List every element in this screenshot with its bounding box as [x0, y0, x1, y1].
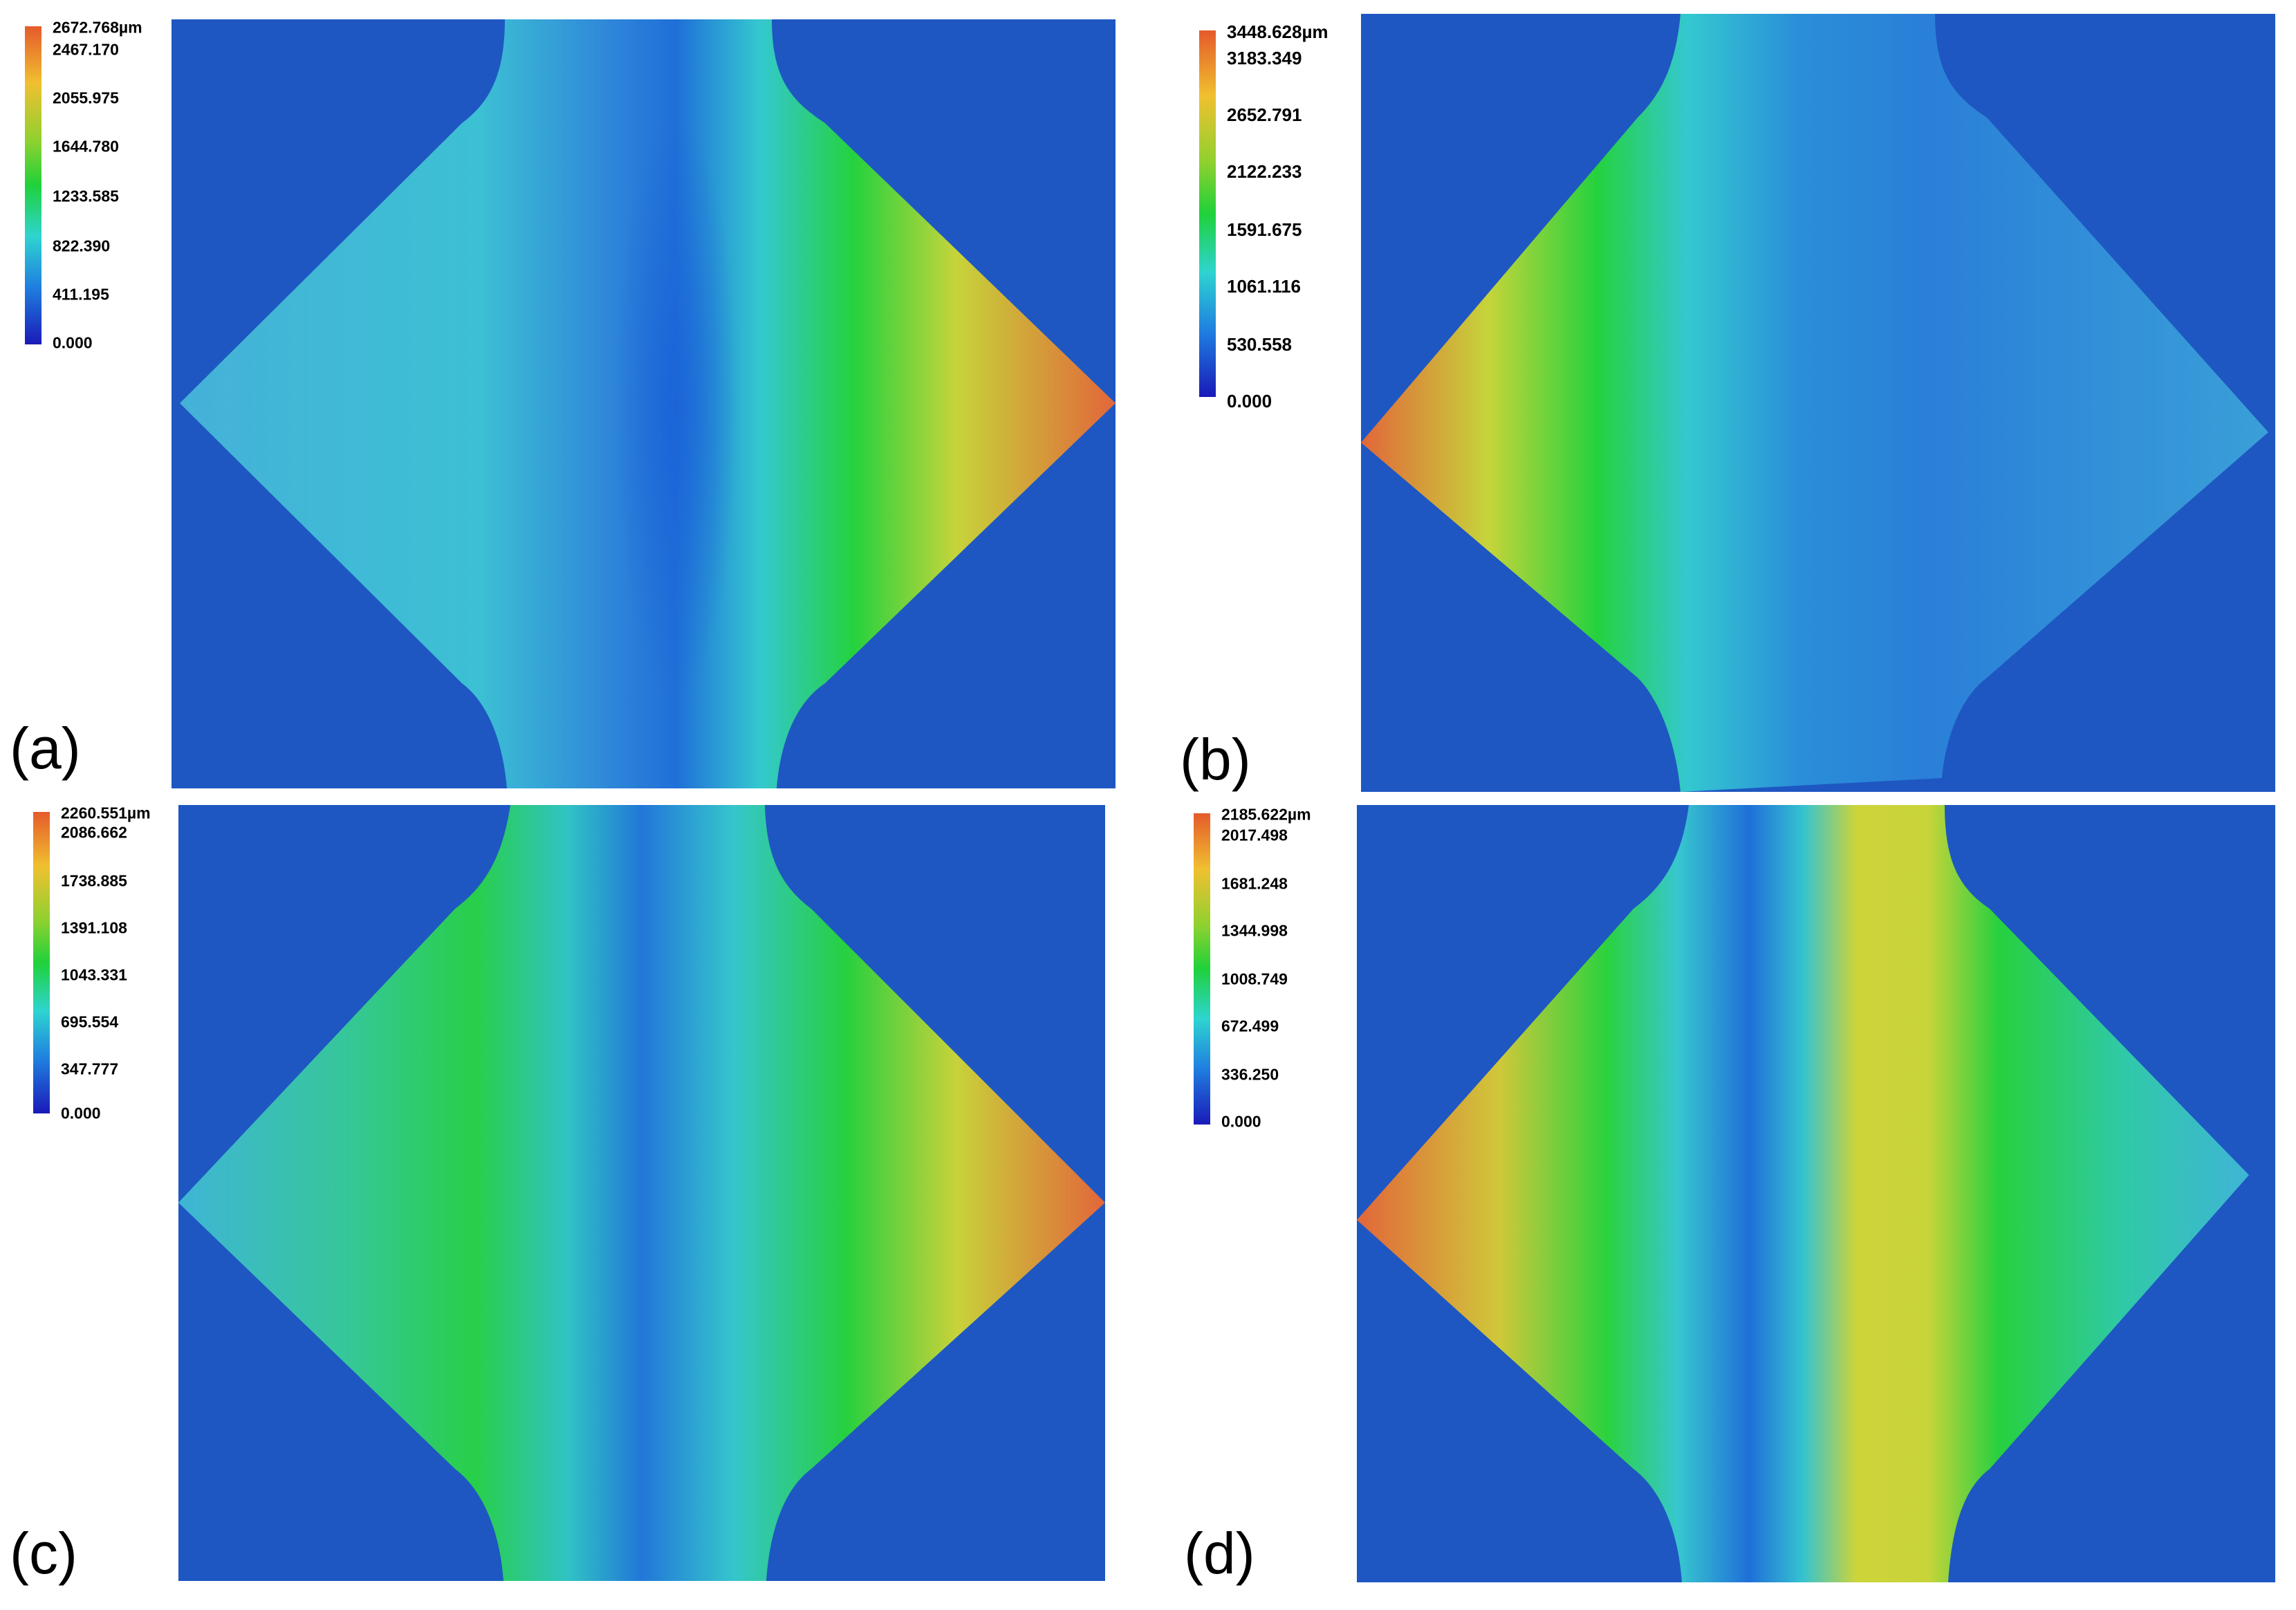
scale-tick: 336.250 — [1221, 1065, 1279, 1084]
scale-tick: 2467.170 — [53, 40, 119, 59]
height-map-d — [1357, 805, 2275, 1582]
scale-tick: 2086.662 — [61, 823, 127, 842]
scale-tick: 2672.768µm — [53, 18, 142, 37]
color-scale-a: 2672.768µm 2467.170 2055.975 1644.780 12… — [25, 19, 177, 351]
specimen-surface — [1361, 14, 2268, 792]
scale-tick: 1344.998 — [1221, 921, 1288, 940]
color-bar — [1194, 813, 1210, 1125]
scale-tick: 2260.551µm — [61, 804, 151, 822]
panel-label-b: (b) — [1180, 727, 1251, 792]
scale-tick: 0.000 — [1221, 1112, 1261, 1131]
scale-tick: 695.554 — [61, 1012, 119, 1031]
height-map-a — [172, 19, 1115, 788]
scale-tick: 2652.791 — [1227, 104, 1302, 125]
color-bar — [25, 26, 41, 344]
scale-tick: 0.000 — [53, 333, 93, 352]
scale-tick: 672.499 — [1221, 1017, 1279, 1035]
scale-tick: 2185.622µm — [1221, 805, 1311, 824]
scale-tick: 1591.675 — [1227, 219, 1302, 240]
panel-label-a: (a) — [10, 716, 81, 781]
scale-tick: 1043.331 — [61, 965, 127, 984]
scale-tick: 822.390 — [53, 237, 111, 255]
scale-tick: 411.195 — [53, 285, 109, 304]
color-bar — [1199, 30, 1216, 397]
scale-tick: 347.777 — [61, 1060, 119, 1078]
color-scale-c: 2260.551µm 2086.662 1738.885 1391.108 10… — [33, 805, 185, 1121]
specimen-surface — [178, 805, 1105, 1581]
panel-label-d: (d) — [1184, 1521, 1255, 1586]
scale-tick: 1008.749 — [1221, 970, 1288, 988]
height-map-b — [1361, 14, 2275, 792]
low-region — [614, 116, 739, 697]
scale-tick: 530.558 — [1227, 334, 1292, 355]
scale-tick: 1738.885 — [61, 871, 127, 890]
scale-tick: 1681.248 — [1221, 874, 1288, 893]
scale-tick: 2122.233 — [1227, 161, 1302, 182]
color-bar — [33, 812, 50, 1113]
color-scale-d: 2185.622µm 2017.498 1681.248 1344.998 10… — [1194, 806, 1346, 1129]
panel-label-c: (c) — [10, 1521, 77, 1586]
scale-tick: 3183.349 — [1227, 48, 1302, 68]
scale-tick: 1391.108 — [61, 918, 127, 937]
scale-tick: 3448.628µm — [1227, 21, 1328, 42]
specimen-surface — [1357, 805, 2249, 1582]
color-scale-b: 3448.628µm 3183.349 2652.791 2122.233 15… — [1199, 23, 1351, 410]
scale-tick: 1644.780 — [53, 137, 119, 156]
scale-tick: 2055.975 — [53, 89, 119, 107]
height-map-c — [178, 805, 1105, 1581]
scale-tick: 1061.116 — [1227, 276, 1302, 297]
scale-tick: 1233.585 — [53, 187, 119, 205]
scale-tick: 0.000 — [1227, 391, 1272, 411]
scale-tick: 0.000 — [61, 1104, 101, 1122]
scale-tick: 2017.498 — [1221, 826, 1288, 844]
